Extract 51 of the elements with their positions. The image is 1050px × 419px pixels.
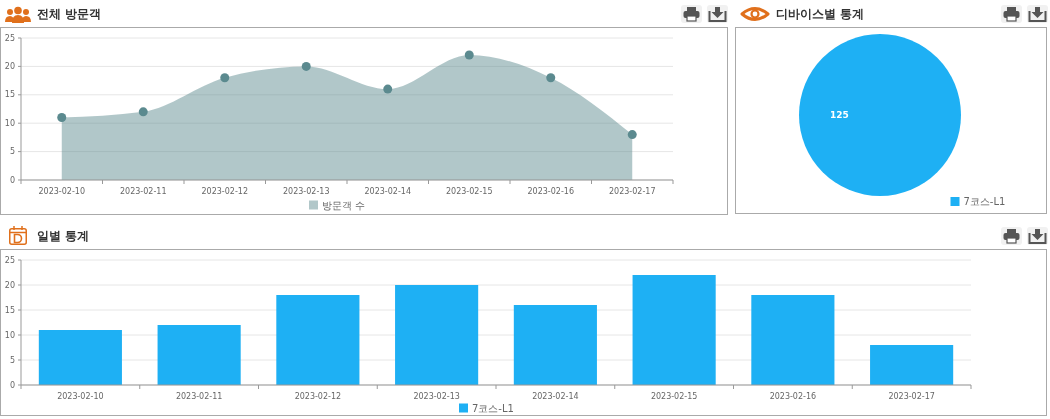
x-tick-label: 2023-02-13 — [283, 186, 330, 196]
x-tick-label: 2023-02-17 — [888, 391, 935, 401]
legend-label: 방문객 수 — [322, 199, 366, 211]
y-tick-label: 10 — [4, 118, 15, 128]
x-tick-label: 2023-02-11 — [175, 391, 223, 401]
point — [464, 50, 474, 60]
y-tick-label: 0 — [9, 175, 15, 185]
x-tick-label: 2023-02-13 — [413, 391, 460, 401]
y-tick-label: 5 — [9, 355, 15, 365]
y-tick-label: 20 — [4, 61, 15, 71]
y-tick-label: 20 — [4, 280, 15, 290]
bar — [157, 325, 241, 385]
x-tick-label: 2023-02-11 — [120, 186, 167, 196]
x-tick-label: 2023-02-12 — [294, 391, 342, 401]
legend-label: 7코스-L1 — [963, 196, 1006, 207]
chart-title: 일별 통계 — [37, 229, 90, 243]
bar — [513, 305, 597, 385]
y-tick-label: 5 — [9, 147, 15, 157]
y-tick-label: 15 — [4, 305, 15, 315]
point — [383, 84, 393, 94]
y-tick-label: 25 — [4, 33, 15, 43]
point — [138, 107, 148, 117]
x-tick-label: 2023-02-10 — [57, 391, 104, 401]
bar — [38, 330, 122, 385]
x-tick-label: 2023-02-12 — [201, 186, 248, 196]
chart-title: 전체 방문객 — [37, 7, 102, 21]
bar — [751, 295, 835, 385]
data-label: 125 — [830, 110, 849, 120]
point — [220, 73, 230, 83]
bar — [395, 285, 479, 385]
x-tick-label: 2023-02-10 — [38, 186, 85, 196]
x-tick-label: 2023-02-15 — [446, 186, 493, 196]
y-tick-label: 10 — [4, 330, 15, 340]
bar — [632, 275, 716, 385]
x-tick-label: 2023-02-15 — [650, 391, 698, 401]
point — [57, 113, 67, 123]
x-tick-label: 2023-02-16 — [527, 186, 574, 196]
point — [627, 130, 637, 140]
x-tick-label: 2023-02-14 — [364, 186, 411, 196]
y-tick-label: 0 — [9, 380, 15, 390]
bar — [870, 345, 954, 385]
point — [301, 61, 311, 71]
bar — [276, 295, 360, 385]
chart-title: 디바이스별 통계 — [776, 7, 865, 21]
y-tick-label: 15 — [4, 90, 15, 100]
x-tick-label: 2023-02-16 — [769, 391, 817, 401]
point — [546, 73, 556, 83]
x-tick-label: 2023-02-17 — [609, 186, 656, 196]
x-tick-label: 2023-02-14 — [532, 391, 579, 401]
y-tick-label: 25 — [4, 255, 15, 265]
legend-label: 7코스-L1 — [472, 402, 514, 414]
